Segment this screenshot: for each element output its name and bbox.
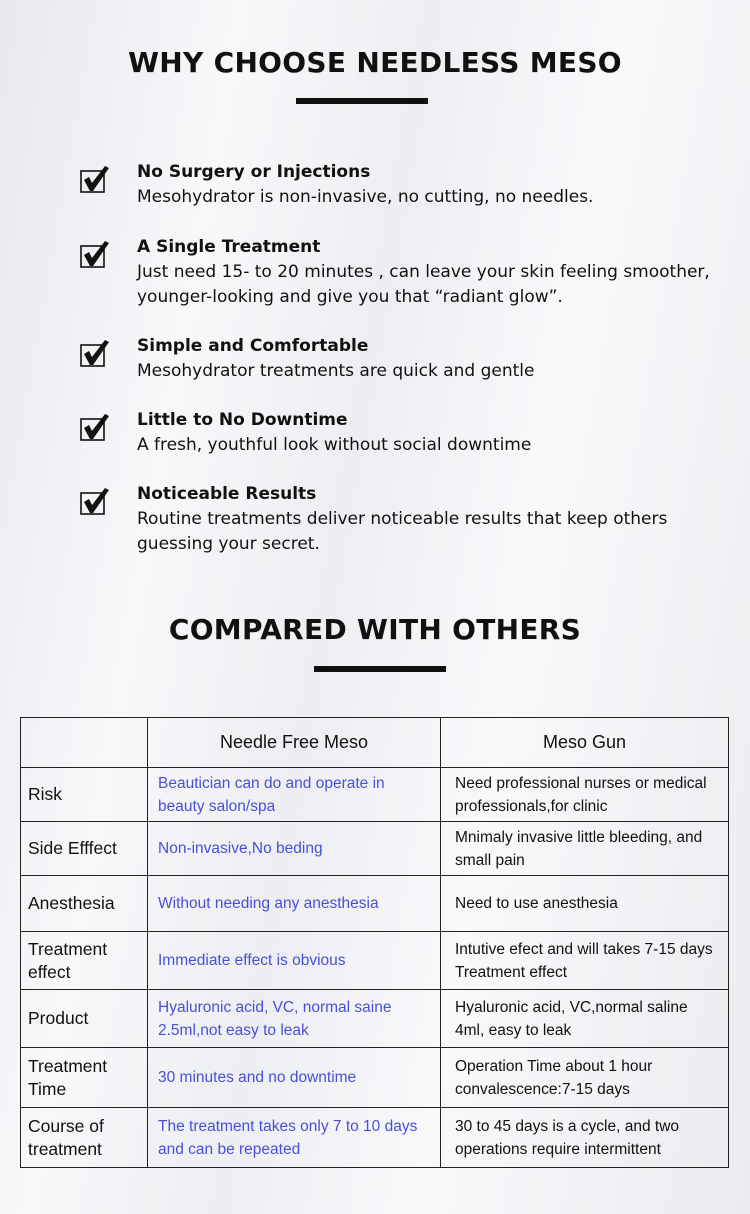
row-label: Course of treatment xyxy=(20,1107,148,1168)
needle-free-cell: Hyaluronic acid, VC, normal saine 2.5ml,… xyxy=(147,989,441,1048)
meso-gun-cell: Mnimaly invasive little bleeding, and sm… xyxy=(440,821,729,876)
row-label: Anesthesia xyxy=(20,875,148,932)
title-underline xyxy=(314,666,446,672)
feature-description: Mesohydrator is non-invasive, no cutting… xyxy=(137,187,594,207)
row-label: Treatment effect xyxy=(20,931,148,990)
table-row: Side Efffect Non-invasive,No beding Mnim… xyxy=(20,821,729,876)
meso-gun-cell: Hyaluronic acid, VC,normal saline 4ml, e… xyxy=(440,989,729,1048)
row-label: Risk xyxy=(20,767,148,822)
table-row: Anesthesia Without needing any anesthesi… xyxy=(20,875,729,932)
needle-free-cell: Immediate effect is obvious xyxy=(147,931,441,990)
meso-gun-cell: Intutive efect and will takes 7-15 days … xyxy=(440,931,729,990)
needle-free-cell: Non-invasive,No beding xyxy=(147,821,441,876)
row-label: Treatment Time xyxy=(20,1047,148,1108)
needle-free-cell: Without needing any anesthesia xyxy=(147,875,441,932)
needle-free-cell: The treatment takes only 7 to 10 days an… xyxy=(147,1107,441,1168)
needle-free-cell: 30 minutes and no downtime xyxy=(147,1047,441,1108)
feature-title: Noticeable Results xyxy=(137,484,317,504)
meso-gun-cell: Operation Time about 1 hour convalescenc… xyxy=(440,1047,729,1108)
needle-free-cell: Beautician can do and operate in beauty … xyxy=(147,767,441,822)
checkbox-checked-icon xyxy=(80,340,109,367)
title-underline xyxy=(296,98,428,104)
feature-description: Mesohydrator treatments are quick and ge… xyxy=(137,361,535,381)
feature-description: Just need 15- to 20 minutes , can leave … xyxy=(137,262,710,307)
checkbox-checked-icon xyxy=(80,241,109,268)
meso-gun-cell: Need professional nurses or medical prof… xyxy=(440,767,729,822)
section-title-compare: COMPARED WITH OTHERS xyxy=(168,613,582,646)
table-row: Course of treatment The treatment takes … xyxy=(20,1107,729,1168)
feature-title: No Surgery or Injections xyxy=(137,162,371,182)
table-row: Product Hyaluronic acid, VC, normal sain… xyxy=(20,989,729,1048)
checkbox-checked-icon xyxy=(80,488,109,515)
row-label: Product xyxy=(20,989,148,1048)
header-blank xyxy=(20,717,148,768)
section-title-why: WHY CHOOSE NEEDLESS MESO xyxy=(128,46,622,79)
comparison-table: Needle Free Meso Meso Gun Risk Beauticia… xyxy=(20,717,729,1168)
checkbox-checked-icon xyxy=(80,414,109,441)
checkbox-checked-icon xyxy=(80,166,109,193)
feature-description: Routine treatments deliver noticeable re… xyxy=(137,509,668,554)
feature-title: Little to No Downtime xyxy=(137,410,348,430)
table-row: Risk Beautician can do and operate in be… xyxy=(20,767,729,822)
header-needle-free: Needle Free Meso xyxy=(147,717,441,768)
header-meso-gun: Meso Gun xyxy=(440,717,729,768)
meso-gun-cell: 30 to 45 days is a cycle, and two operat… xyxy=(440,1107,729,1168)
feature-title: A Single Treatment xyxy=(137,237,321,257)
table-row: Treatment effect Immediate effect is obv… xyxy=(20,931,729,990)
meso-gun-cell: Need to use anesthesia xyxy=(440,875,729,932)
table-header-row: Needle Free Meso Meso Gun xyxy=(20,717,729,768)
feature-title: Simple and Comfortable xyxy=(137,336,369,356)
feature-description: A fresh, youthful look without social do… xyxy=(137,435,532,455)
table-row: Treatment Time 30 minutes and no downtim… xyxy=(20,1047,729,1108)
row-label: Side Efffect xyxy=(20,821,148,876)
